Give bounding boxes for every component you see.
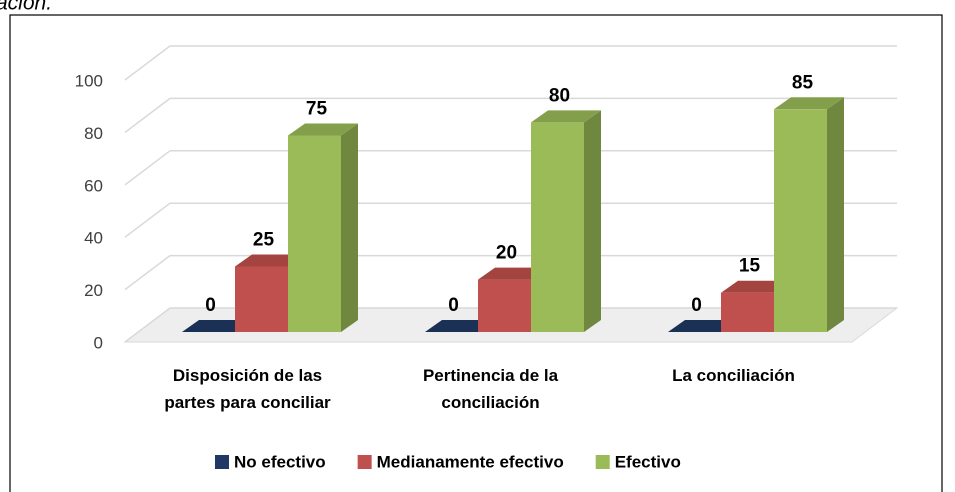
y-tick-label: 0 [94,333,103,352]
bar-top [531,110,601,123]
bar-top [425,320,495,332]
value-label: 85 [792,72,814,93]
value-label: 0 [691,295,702,316]
bar-side [584,110,601,333]
legend-swatch [357,455,372,469]
bar-top [478,267,548,280]
bar [721,292,774,332]
bar [531,122,584,333]
y-tick-label: 100 [75,71,103,90]
grid-line-side [124,150,171,186]
bar-top [774,97,844,110]
y-tick-label: 60 [84,176,103,195]
legend-label: No efectivo [234,452,326,471]
bar [235,266,288,332]
x-tick-label: Disposición de las partes para conciliar [164,366,331,412]
caption: ación. [0,0,52,15]
x-tick-label: Pertinencia de la conciliación [422,366,559,412]
bar [774,109,827,332]
value-label: 0 [448,295,459,316]
value-label: 0 [205,295,216,316]
grid-line-side [124,202,171,238]
grid-line-side [124,307,171,343]
y-tick-label: 20 [84,281,103,300]
grid-line-side [124,255,171,291]
legend-swatch [215,455,229,469]
bar-side [341,123,358,332]
value-label: 15 [739,256,761,277]
y-tick-label: 80 [84,124,103,143]
value-label: 25 [253,230,275,251]
x-tick-label: La conciliación [672,366,795,385]
legend-label: Medianamente efectivo [377,452,564,471]
value-label: 20 [496,243,517,264]
value-label: 80 [549,85,570,106]
bar [288,135,341,332]
bar-top [668,320,738,332]
bar-top [182,320,252,332]
bar-top [721,280,791,293]
grid-line-side [124,45,171,81]
bar-top [288,123,358,136]
chart-border [9,14,943,492]
value-label: 75 [306,99,328,120]
grid-line-side [124,97,171,133]
legend-label: Efectivo [615,452,681,471]
bar-side [827,97,844,332]
bar-top [235,254,305,267]
y-tick-label: 40 [84,229,103,248]
legend-swatch [595,455,610,469]
bar [478,279,531,332]
